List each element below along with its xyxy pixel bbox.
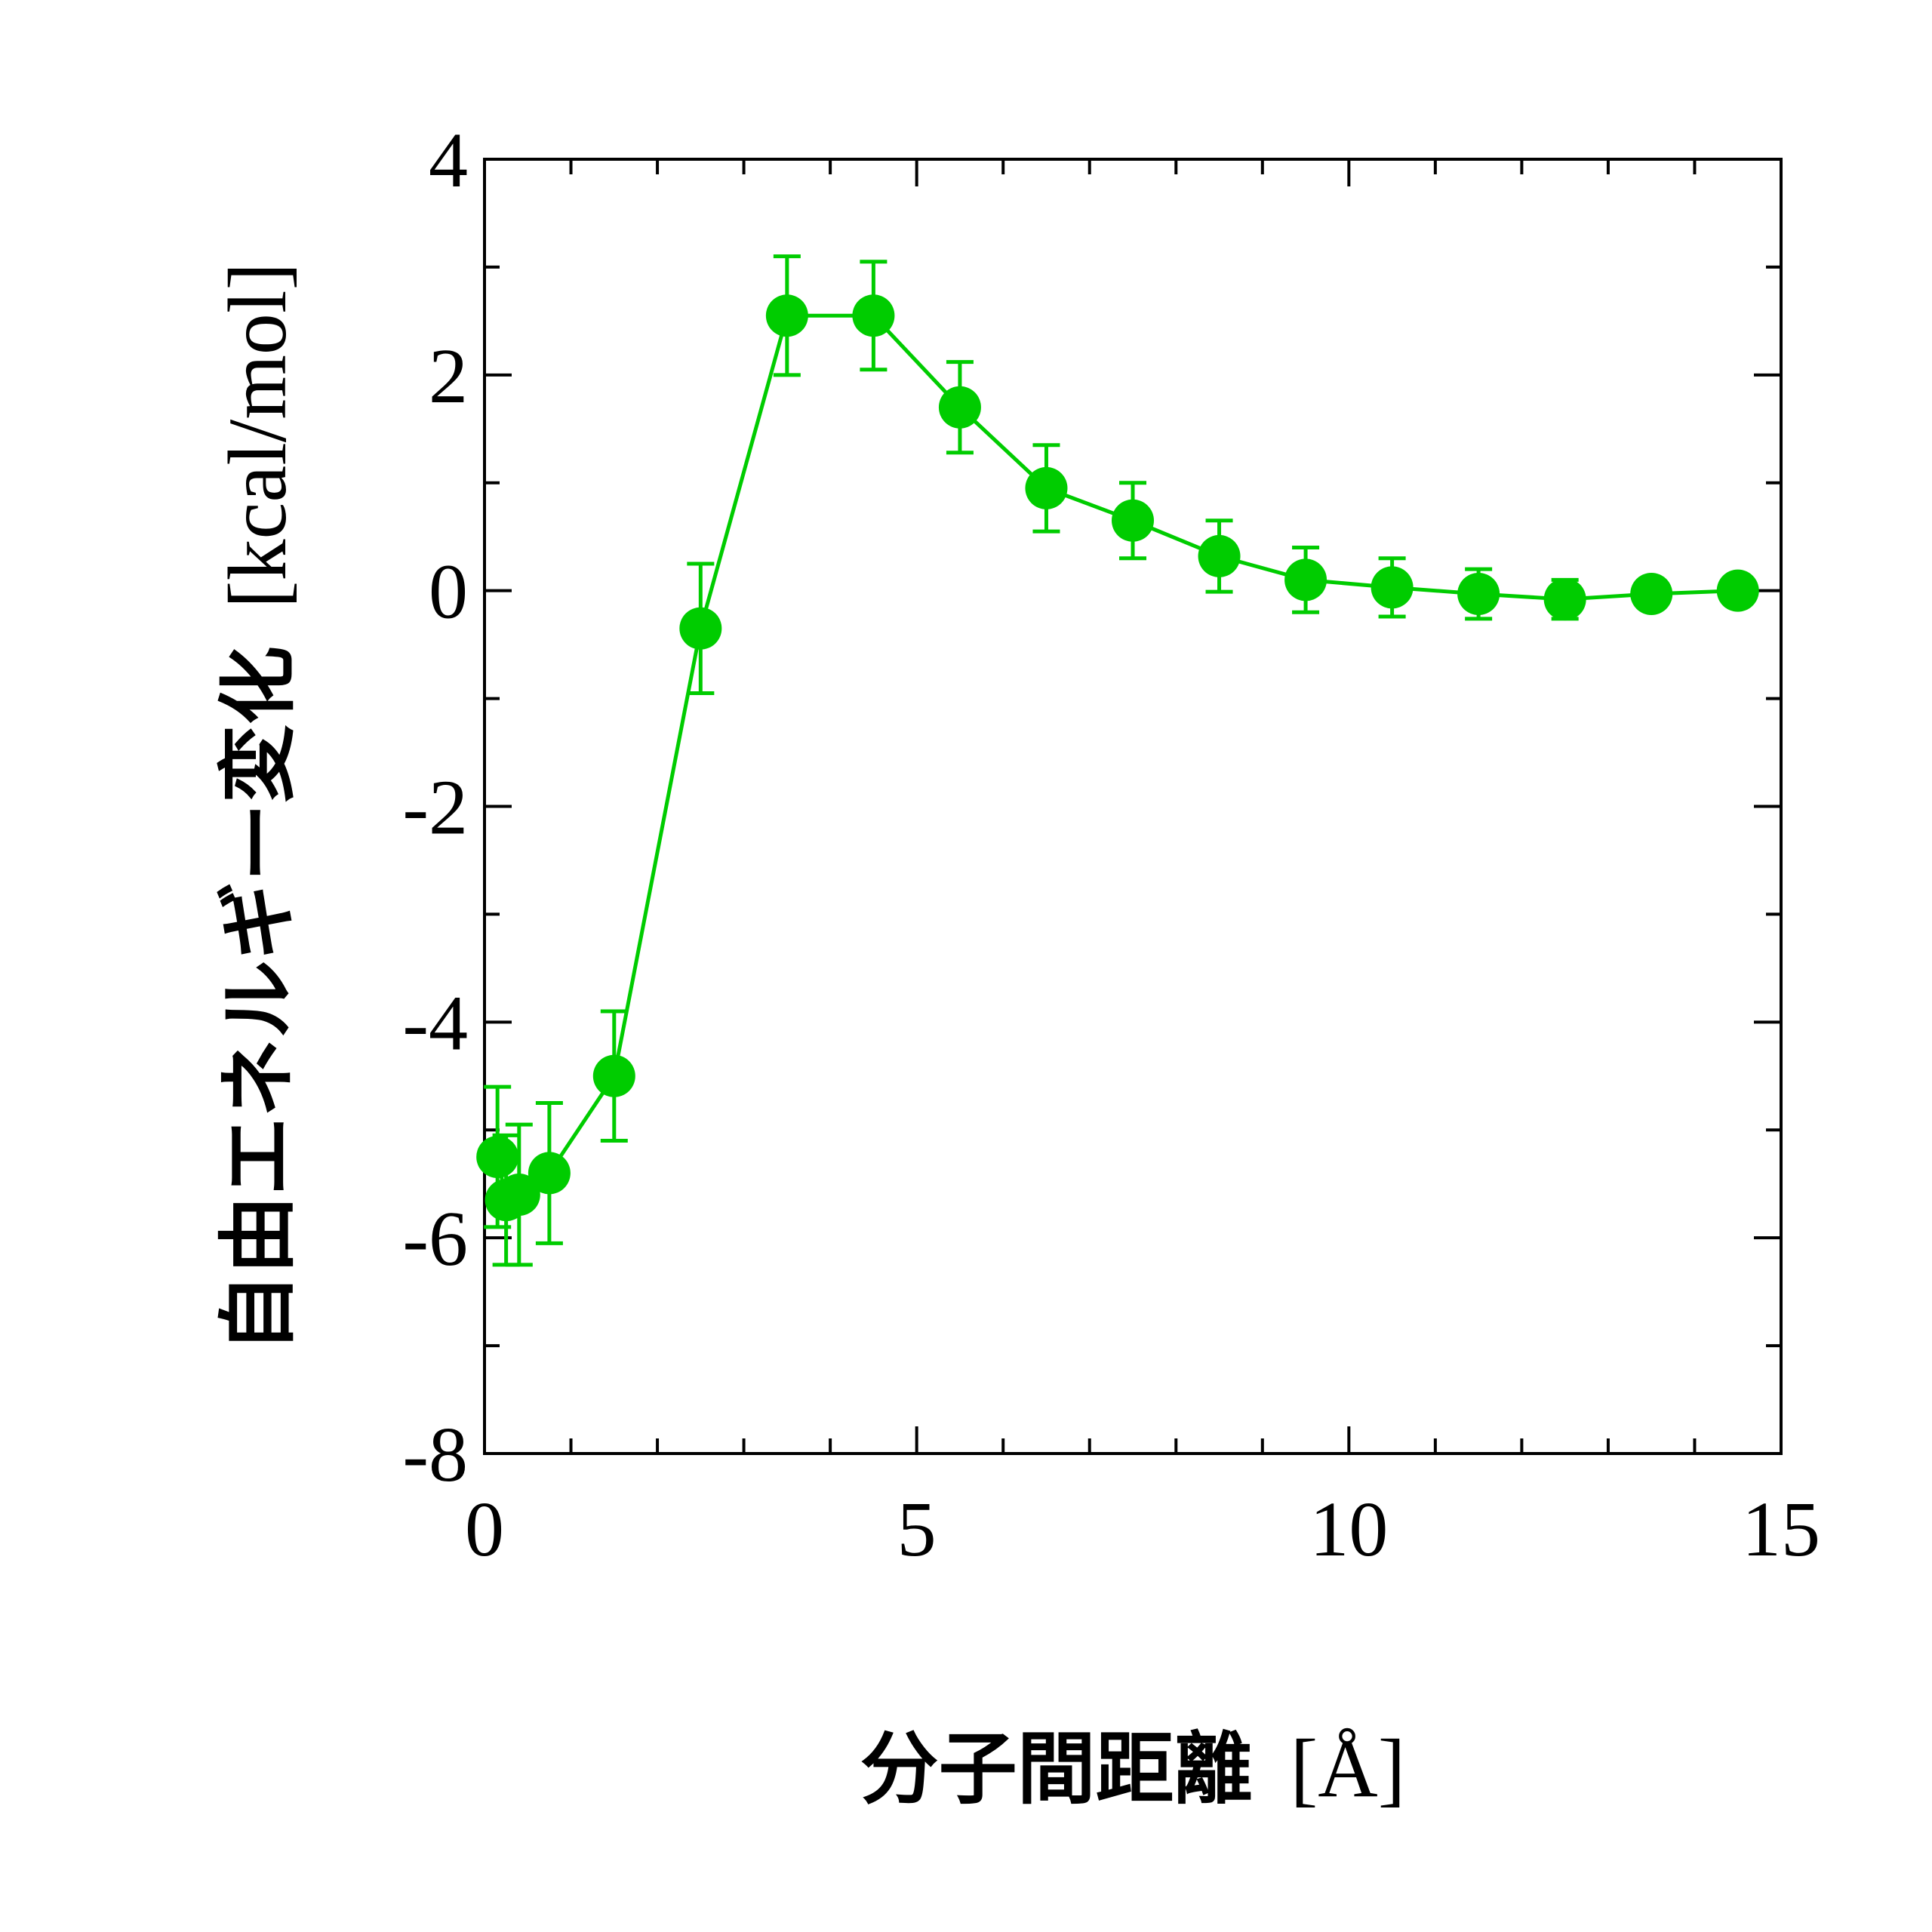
data-point <box>528 1152 571 1195</box>
data-point <box>1716 569 1759 612</box>
x-axis-label: 分子間距離 [Å] <box>860 1722 1406 1815</box>
x-tick-label: 15 <box>1742 1486 1820 1573</box>
series-line <box>495 313 1738 1203</box>
y-tick-label: 2 <box>429 333 468 420</box>
y-tick-label: 0 <box>429 549 468 635</box>
plot-frame <box>483 158 1783 1455</box>
data-point <box>497 1174 540 1216</box>
x-axis-label-unit: [Å] <box>1291 1722 1406 1814</box>
x-tick-label: 0 <box>465 1486 504 1573</box>
data-point <box>592 1054 635 1097</box>
data-point <box>1025 466 1068 509</box>
x-tick-label: 5 <box>897 1486 937 1573</box>
y-tick-label: -2 <box>402 764 468 851</box>
series-layer <box>476 254 1759 1267</box>
y-tick-label: 4 <box>429 117 468 204</box>
y-axis-label-main: 自由エネルギー変化 <box>212 646 304 1352</box>
axis-tick-labels: 0 5 10 15 -8 -6 -4 -2 0 2 4 <box>402 117 1820 1573</box>
y-axis-label: 自由エネルギー変化 [kcal/mol] <box>211 263 304 1352</box>
data-point <box>938 386 981 429</box>
axis-ticks <box>483 158 1783 1455</box>
data-point <box>1457 572 1500 615</box>
data-point <box>765 294 808 337</box>
data-point <box>476 1135 519 1178</box>
data-point <box>1543 578 1586 621</box>
x-tick-label: 10 <box>1309 1486 1388 1573</box>
y-axis-label-unit: [kcal/mol] <box>211 263 303 608</box>
data-point <box>1630 572 1673 615</box>
y-tick-label: -4 <box>402 980 468 1066</box>
data-point <box>1371 566 1414 609</box>
data-point <box>1284 558 1327 601</box>
data-point <box>852 294 895 337</box>
data-point <box>1112 499 1154 542</box>
y-tick-label: -8 <box>402 1411 468 1498</box>
x-axis-label-main: 分子間距離 <box>860 1723 1253 1815</box>
data-point <box>1198 534 1241 577</box>
data-point <box>679 607 722 650</box>
y-tick-label: -6 <box>402 1195 468 1282</box>
